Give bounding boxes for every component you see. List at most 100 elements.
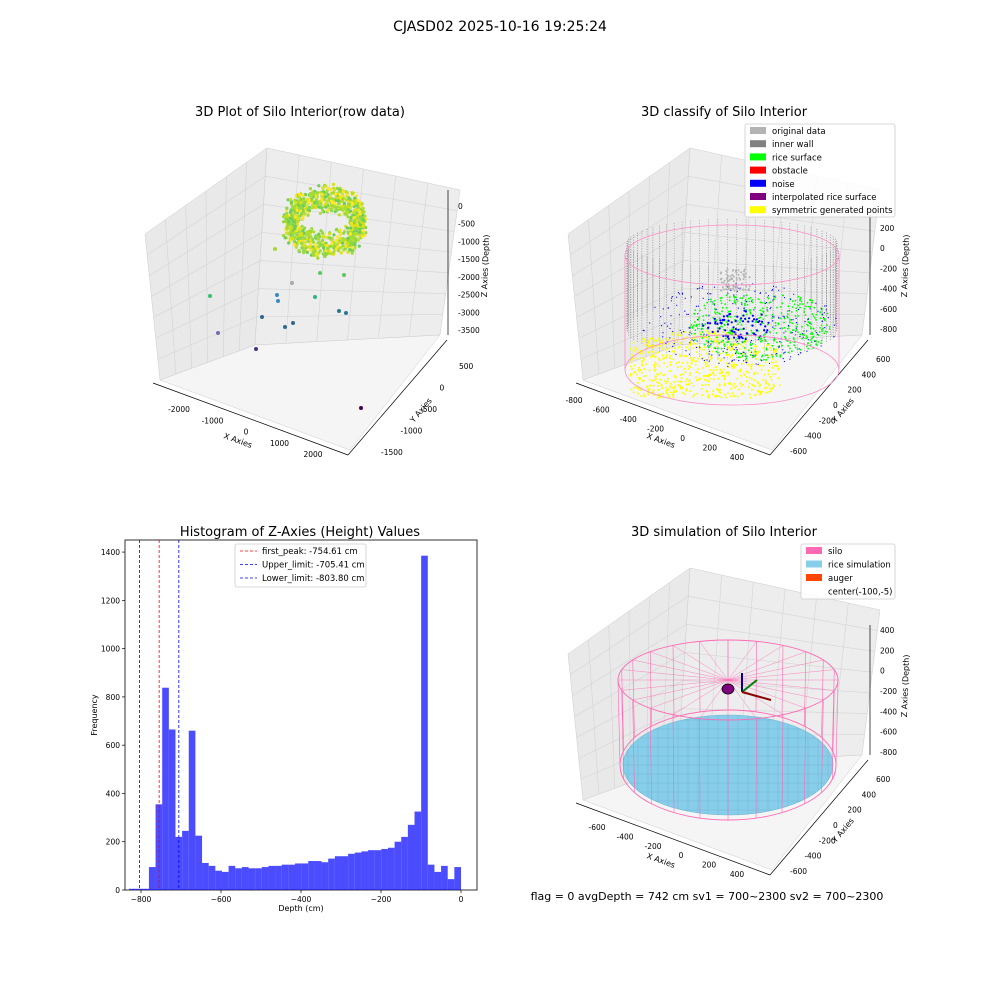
yellow-point — [668, 338, 671, 341]
gray-point — [737, 273, 740, 276]
yellow-point — [654, 376, 657, 378]
green-point — [821, 328, 823, 331]
yellow-point — [713, 332, 716, 335]
blue-point — [715, 347, 717, 349]
yellow-point — [632, 391, 635, 394]
green-point — [715, 319, 718, 321]
yellow-point — [730, 383, 732, 386]
yellow-point — [722, 330, 725, 333]
yellow-point — [708, 374, 711, 377]
raw-point — [312, 201, 317, 205]
sim3d-ytick: 600 — [876, 775, 891, 784]
green-point — [795, 307, 797, 309]
yellow-point — [752, 384, 755, 387]
blue-point — [672, 345, 674, 348]
green-point — [822, 327, 825, 330]
blue-point — [809, 322, 811, 324]
raw-point — [318, 235, 322, 239]
raw-outlier-point — [337, 309, 341, 313]
yellow-point — [659, 341, 662, 344]
raw-point — [288, 236, 292, 240]
yellow-point — [642, 358, 645, 361]
raw-point — [289, 222, 293, 226]
raw3d-zlabel: Z Axies (Depth) — [480, 234, 491, 297]
yellow-point — [659, 372, 662, 375]
yellow-point — [663, 362, 665, 365]
yellow-point — [708, 342, 711, 345]
silo-wire — [649, 651, 652, 727]
classify3d-ytick: 600 — [876, 355, 891, 364]
yellow-point — [645, 385, 648, 388]
raw-point — [312, 240, 316, 244]
hist-bar — [328, 858, 335, 890]
yellow-point — [764, 379, 767, 382]
green-point — [787, 305, 790, 308]
raw-point — [295, 235, 300, 239]
green-point — [713, 347, 716, 349]
yellow-point — [764, 361, 767, 364]
silo-wire — [650, 679, 729, 709]
sim3d-xtick: 400 — [730, 870, 745, 879]
green-point — [807, 321, 810, 324]
blue-point — [689, 342, 691, 344]
yellow-point — [695, 351, 698, 354]
yellow-point — [670, 382, 672, 385]
yellow-point — [696, 392, 699, 395]
yellow-point — [637, 376, 640, 379]
yellow-point — [688, 378, 691, 381]
green-point — [783, 321, 785, 324]
silo-wire — [699, 641, 729, 681]
silo-wire — [832, 669, 835, 751]
yellow-point — [769, 390, 772, 392]
raw-point — [314, 195, 318, 199]
raw3d-ztick: -3500 — [458, 326, 480, 335]
hist-bar — [202, 862, 209, 890]
raw-point — [313, 243, 318, 247]
yellow-point — [661, 354, 664, 357]
green-point — [694, 321, 696, 323]
raw-point — [353, 220, 357, 224]
silo-wire — [755, 718, 757, 819]
hist-title: Histogram of Z-Axies (Height) Values — [180, 525, 420, 540]
yellow-point — [700, 348, 703, 351]
green-point — [758, 317, 760, 320]
blue-point — [772, 315, 774, 318]
yellow-point — [642, 393, 645, 396]
hist-bar — [454, 867, 461, 890]
green-point — [762, 310, 764, 312]
sim3d-ztick: -400 — [880, 707, 897, 716]
yellow-point — [697, 378, 700, 381]
green-point — [734, 339, 737, 341]
blue-point — [695, 346, 698, 349]
gray-point — [736, 286, 739, 289]
blue-point — [736, 290, 738, 292]
blue-point — [747, 320, 750, 323]
green-point — [776, 306, 778, 309]
yellow-point — [643, 368, 646, 370]
yellow-point — [632, 350, 635, 353]
blue-point — [740, 317, 743, 320]
green-point — [761, 354, 764, 357]
green-point — [811, 301, 813, 304]
raw3d-silo-ring — [281, 182, 368, 260]
raw-point — [303, 212, 307, 216]
blue-point — [681, 293, 684, 295]
yellow-point — [644, 374, 647, 377]
raw-point — [353, 246, 357, 250]
yellow-point — [674, 376, 677, 379]
green-point — [766, 323, 769, 326]
green-point — [691, 327, 694, 329]
green-point — [746, 355, 748, 358]
raw-point — [293, 226, 297, 231]
blue-point — [802, 336, 804, 338]
blue-point — [670, 300, 672, 302]
yellow-point — [731, 354, 734, 357]
yellow-point — [773, 385, 775, 388]
hist-bar — [407, 824, 415, 890]
blue-point — [752, 332, 755, 335]
yellow-point — [678, 353, 681, 356]
raw3d-ytick: -1500 — [381, 448, 403, 457]
yellow-point — [733, 382, 736, 385]
blue-point — [697, 313, 699, 315]
